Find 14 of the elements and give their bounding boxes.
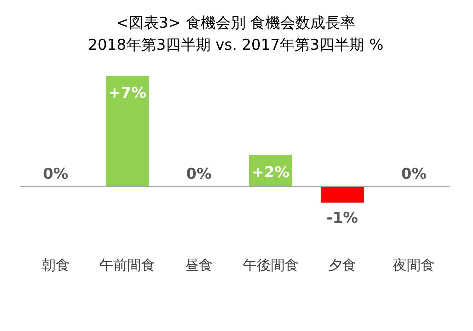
x-tick-label: 朝食 (42, 258, 70, 274)
data-label: 0% (43, 165, 69, 183)
data-label: +2% (252, 163, 290, 182)
data-label: 0% (186, 165, 212, 183)
x-tick-label: 夜間食 (393, 258, 436, 274)
x-tick-label: 午後間食 (242, 258, 299, 274)
data-label: -1% (326, 208, 358, 227)
x-tick-label: 夕食 (328, 258, 356, 274)
chart-title: <図表3> 食機会別 食機会数成長率 (116, 14, 356, 32)
data-label: 0% (401, 165, 427, 183)
chart-subtitle: 2018年第3四半期 vs. 2017年第3四半期 % (88, 36, 384, 54)
x-tick-label: 昼食 (185, 258, 214, 274)
x-tick-label: 午前間食 (100, 258, 156, 274)
data-label: +7% (108, 84, 147, 102)
